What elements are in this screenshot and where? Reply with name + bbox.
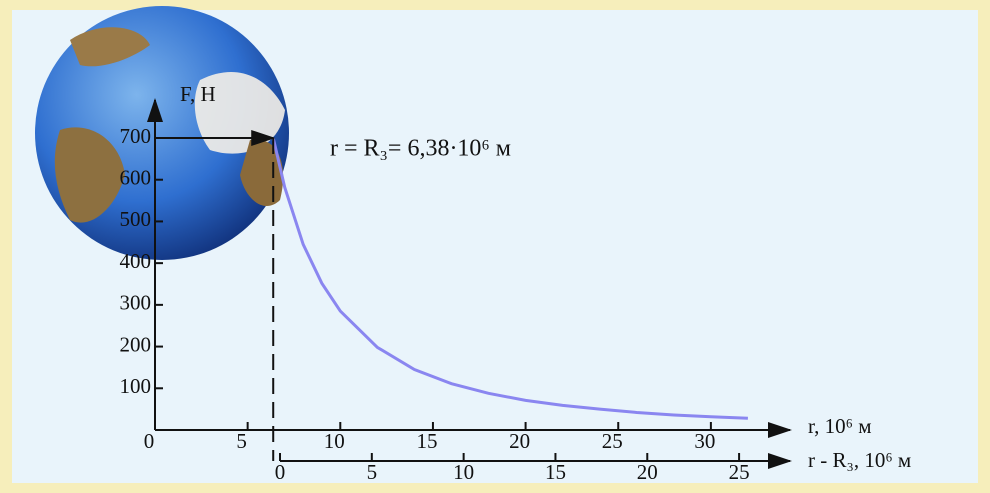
y-tick-label: 100 <box>120 374 152 398</box>
y-tick-label: 200 <box>120 332 152 356</box>
y-axis-label: F, H <box>180 82 216 106</box>
x-tick-label: 25 <box>602 429 623 453</box>
force-curve <box>271 137 748 420</box>
x2-tick-label: 15 <box>545 460 566 484</box>
x-tick-label: 20 <box>509 429 530 453</box>
x2-tick-label: 0 <box>275 460 286 484</box>
earth-image <box>35 6 289 260</box>
x-tick-label: 15 <box>416 429 437 453</box>
x2-axis-label: r - R₃, 10⁶ м <box>808 448 911 472</box>
x-tick-label: 0 <box>144 429 155 453</box>
y-tick-label: 400 <box>120 249 152 273</box>
x2-tick-label: 25 <box>729 460 750 484</box>
x-tick-label: 10 <box>324 429 345 453</box>
x2-tick-label: 20 <box>637 460 658 484</box>
y-tick-label: 500 <box>120 207 152 231</box>
x-tick-label: 30 <box>694 429 715 453</box>
x2-tick-label: 10 <box>453 460 474 484</box>
x-axis-label: r, 10⁶ м <box>808 414 872 438</box>
y-tick-label: 300 <box>120 291 152 315</box>
annotation: r = R₃= 6,38·10⁶ м <box>330 136 511 162</box>
x-tick-label: 5 <box>236 429 247 453</box>
y-tick-label: 600 <box>120 166 152 190</box>
y-tick-label: 700 <box>120 124 152 148</box>
x2-tick-label: 5 <box>367 460 378 484</box>
